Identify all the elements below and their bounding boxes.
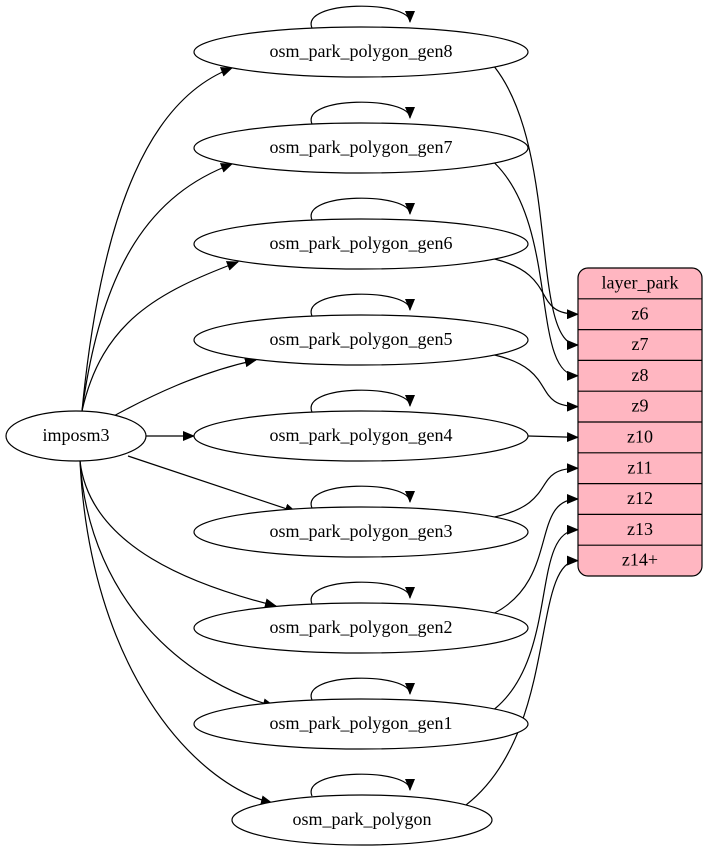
edge: [127, 455, 297, 514]
table-label: osm_park_polygon_gen1: [270, 713, 453, 733]
self-loop: [310, 773, 415, 797]
table-label: osm_park_polygon_gen5: [270, 329, 453, 349]
self-loop: [310, 101, 415, 125]
self-loop: [310, 677, 415, 701]
self-loop: [310, 293, 415, 317]
table-node: [193, 698, 529, 750]
record-field: z9: [632, 396, 649, 416]
table-node: [193, 602, 529, 654]
record-title: layer_park: [602, 273, 679, 293]
record-field: z8: [632, 365, 649, 385]
edge: [494, 494, 579, 614]
table-node: [231, 794, 493, 846]
edge: [81, 261, 239, 412]
edge: [494, 258, 579, 320]
table-label: osm_park_polygon_gen2: [270, 617, 453, 637]
table-node: [193, 410, 529, 462]
edge: [494, 463, 579, 518]
edge: [465, 555, 579, 806]
record-field: z12: [627, 488, 653, 508]
source-node: [5, 410, 147, 462]
record-field: z13: [627, 519, 653, 539]
table-node: [193, 218, 529, 270]
table-label: osm_park_polygon_gen7: [270, 137, 453, 157]
edge: [109, 357, 257, 419]
edge: [79, 460, 275, 709]
table-label: osm_park_polygon_gen3: [270, 521, 453, 541]
table-label: osm_park_polygon_gen8: [270, 41, 453, 61]
record-field: z11: [627, 457, 652, 477]
table-node: [193, 314, 529, 366]
self-loop: [310, 197, 415, 221]
table-node: [193, 122, 529, 174]
edge: [494, 66, 579, 350]
edge: [79, 460, 273, 806]
self-loop: [310, 581, 415, 605]
edge: [81, 163, 233, 412]
edge: [494, 354, 579, 412]
record-field: z7: [632, 334, 649, 354]
table-node: [193, 506, 529, 558]
self-loop: [310, 5, 415, 29]
record-field: z6: [632, 303, 649, 323]
edge: [79, 460, 277, 609]
table-label: osm_park_polygon_gen4: [270, 425, 453, 445]
record-field: z14+: [622, 550, 658, 570]
self-loop: [310, 485, 415, 509]
edge: [81, 67, 233, 412]
edge: [494, 524, 579, 710]
self-loop: [310, 389, 415, 413]
table-node: [193, 26, 529, 78]
source-label: imposm3: [42, 425, 109, 445]
table-label: osm_park_polygon: [293, 809, 432, 829]
record-field: z10: [627, 427, 653, 447]
table-label: osm_park_polygon_gen6: [270, 233, 453, 253]
edge: [527, 432, 579, 443]
